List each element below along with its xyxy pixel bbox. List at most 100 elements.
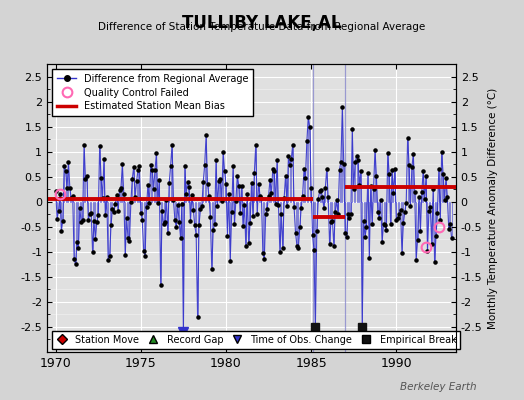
Point <box>206 214 214 220</box>
Point <box>181 163 189 169</box>
Point <box>192 231 200 238</box>
Point <box>444 226 453 232</box>
Point <box>173 202 182 208</box>
Point <box>183 178 192 185</box>
Point <box>300 166 308 172</box>
Point <box>233 172 242 179</box>
Point <box>229 163 237 169</box>
Point <box>107 222 115 228</box>
Point <box>227 209 236 216</box>
Point <box>436 217 444 224</box>
Point <box>205 193 213 199</box>
Point <box>182 190 190 197</box>
Point <box>169 196 178 203</box>
Point <box>304 113 312 120</box>
Point <box>69 193 77 200</box>
Point <box>81 176 90 182</box>
Point <box>138 216 146 223</box>
Point <box>212 157 220 163</box>
Point <box>51 187 60 194</box>
Point <box>378 239 386 245</box>
Point <box>199 178 208 185</box>
Point <box>382 227 390 233</box>
Point <box>426 204 434 211</box>
Point <box>405 162 413 168</box>
Point <box>145 200 154 206</box>
Point <box>434 166 443 172</box>
Point <box>332 197 341 204</box>
Point <box>99 195 107 201</box>
Point <box>225 191 233 197</box>
Point <box>330 242 338 249</box>
Point <box>368 221 376 228</box>
Point <box>279 244 287 251</box>
Point <box>284 153 292 159</box>
Point <box>327 218 335 225</box>
Point <box>103 194 111 200</box>
Point <box>80 142 88 148</box>
Point <box>128 175 136 182</box>
Point <box>269 166 277 172</box>
Point <box>249 212 257 219</box>
Text: Difference of Station Temperature Data from Regional Average: Difference of Station Temperature Data f… <box>99 22 425 32</box>
Point <box>297 205 305 211</box>
Point <box>321 185 330 191</box>
Point <box>432 232 440 239</box>
Point <box>266 177 274 183</box>
Point <box>430 258 439 265</box>
Point <box>408 164 416 170</box>
Point <box>247 180 256 187</box>
Point <box>94 212 102 218</box>
Text: Berkeley Earth: Berkeley Earth <box>400 382 477 392</box>
Point <box>75 205 84 212</box>
Point <box>256 193 264 199</box>
Point <box>324 194 332 200</box>
Point <box>381 221 389 228</box>
Point <box>428 240 436 247</box>
Point <box>198 203 206 209</box>
Point <box>217 197 226 204</box>
Point <box>73 239 81 245</box>
Point <box>243 191 252 198</box>
Point <box>118 161 127 167</box>
Point <box>133 178 141 184</box>
Point <box>398 250 406 256</box>
Point <box>189 206 198 213</box>
Point <box>341 230 350 236</box>
Point <box>152 150 161 156</box>
Point <box>374 209 382 216</box>
Point <box>216 176 224 182</box>
Point <box>187 218 195 224</box>
Point <box>117 185 125 192</box>
Point <box>389 190 398 196</box>
Point <box>439 171 447 177</box>
Point <box>351 159 359 166</box>
Point <box>365 254 374 261</box>
Point <box>162 196 170 203</box>
Point <box>196 206 204 213</box>
Point <box>276 249 284 256</box>
Point <box>420 196 429 202</box>
Point <box>143 204 151 210</box>
Point <box>335 167 344 173</box>
Point <box>100 156 108 162</box>
Point <box>260 256 268 262</box>
Point <box>87 210 95 216</box>
Point <box>274 202 282 208</box>
Point <box>154 199 162 206</box>
Point <box>172 224 180 230</box>
Point <box>235 182 243 189</box>
Point <box>246 220 254 226</box>
Point <box>293 242 301 249</box>
Legend: Station Move, Record Gap, Time of Obs. Change, Empirical Break: Station Move, Record Gap, Time of Obs. C… <box>52 331 460 348</box>
Point <box>355 182 364 188</box>
Point <box>443 194 452 200</box>
Point <box>358 324 366 330</box>
Point <box>298 192 307 199</box>
Text: TULLIBY LAKE,AL: TULLIBY LAKE,AL <box>182 14 342 32</box>
Point <box>245 240 253 246</box>
Point <box>66 185 74 192</box>
Point <box>328 218 336 224</box>
Point <box>155 177 163 184</box>
Point <box>61 168 70 174</box>
